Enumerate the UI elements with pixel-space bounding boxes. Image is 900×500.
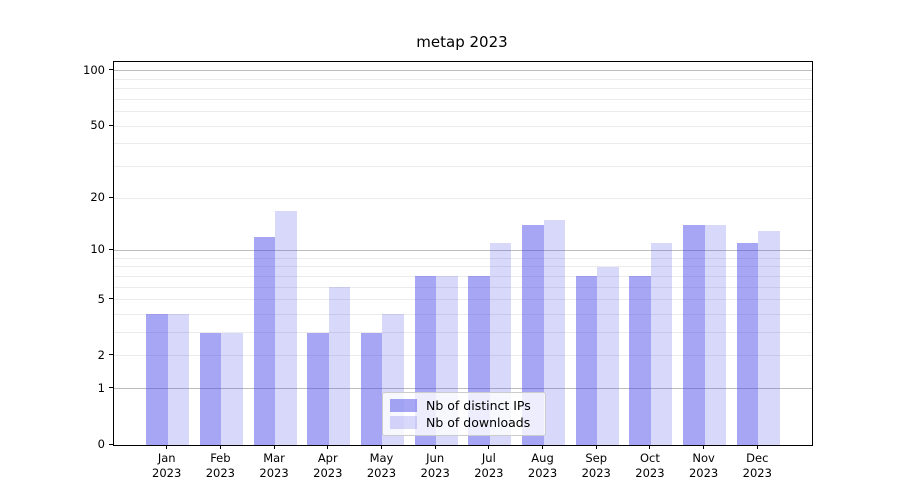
bar-distinct-ips-may — [360, 332, 383, 445]
gridline-minor — [114, 98, 812, 100]
x-tick-mark — [380, 445, 382, 449]
y-tick-label: 10 — [90, 242, 105, 257]
legend-swatch-downloads-icon — [390, 416, 417, 429]
y-tick-mark — [109, 69, 113, 71]
bar-downloads-aug — [543, 220, 566, 445]
gridline-minor — [114, 332, 812, 334]
x-tick-mark — [703, 445, 705, 449]
gridline-minor — [114, 257, 812, 259]
y-tick-mark — [109, 196, 113, 198]
gridline-minor — [114, 87, 812, 89]
x-tick-label: Jun 2023 — [420, 451, 450, 480]
bar-downloads-jan — [167, 314, 190, 445]
y-tick-label: 20 — [90, 190, 105, 204]
x-tick-label: Jul 2023 — [474, 451, 504, 480]
bar-distinct-ips-sep — [575, 276, 598, 445]
x-tick-mark — [327, 445, 329, 449]
gridline-minor — [114, 111, 812, 112]
legend-entry-downloads: Nb of downloads — [390, 415, 538, 430]
legend-entry-distinct-ips: Nb of distinct IPs — [390, 398, 538, 413]
legend-swatch-distinct-ips-icon — [390, 399, 417, 412]
x-tick-mark — [649, 445, 651, 449]
x-tick-mark — [488, 445, 490, 449]
x-tick-mark — [166, 445, 168, 449]
gridline-minor — [114, 286, 812, 288]
y-tick-label: 2 — [97, 347, 105, 362]
gridline-minor — [114, 165, 812, 167]
x-tick-label: Jan 2023 — [152, 451, 182, 480]
y-tick-label: 1 — [97, 380, 105, 395]
x-tick-label: Feb 2023 — [205, 451, 236, 480]
chart-title: metap 2023 — [416, 33, 508, 51]
bar-downloads-dec — [758, 230, 780, 445]
x-tick-mark — [434, 445, 436, 449]
bar-distinct-ips-nov — [683, 225, 705, 445]
x-tick-mark — [219, 445, 221, 449]
bar-downloads-feb — [221, 332, 243, 445]
bar-downloads-apr — [328, 287, 351, 445]
y-tick-mark — [109, 387, 113, 389]
y-tick-label: 5 — [97, 291, 105, 306]
x-tick-mark — [273, 445, 275, 449]
bar-distinct-ips-dec — [736, 243, 759, 445]
bar-distinct-ips-mar — [253, 236, 276, 445]
bar-downloads-sep — [597, 266, 619, 445]
y-tick-mark — [109, 443, 113, 445]
bar-distinct-ips-aug — [522, 225, 544, 445]
bar-distinct-ips-feb — [199, 332, 222, 445]
plot-area: Nb of distinct IPs Nb of downloads — [113, 61, 813, 446]
gridline-minor — [114, 266, 812, 268]
gridline-minor — [114, 313, 812, 315]
x-tick-label: Oct 2023 — [635, 451, 665, 480]
x-tick-label: Mar 2023 — [259, 451, 289, 480]
legend-label-distinct-ips: Nb of distinct IPs — [426, 398, 531, 413]
bar-downloads-mar — [275, 210, 297, 445]
x-tick-mark — [542, 445, 544, 449]
gridline-minor — [114, 197, 812, 199]
gridline-minor — [114, 355, 812, 357]
bar-downloads-nov — [704, 225, 727, 445]
bar-distinct-ips-jan — [146, 314, 168, 445]
y-tick-label: 0 — [97, 437, 105, 451]
gridline-minor — [114, 275, 812, 277]
x-tick-label: Sep 2023 — [581, 451, 611, 480]
legend: Nb of distinct IPs Nb of downloads — [382, 392, 546, 436]
gridline-minor — [114, 299, 812, 301]
y-tick-mark — [109, 248, 113, 250]
x-tick-mark — [756, 445, 758, 449]
y-tick-label: 50 — [90, 118, 105, 133]
gridline-major — [114, 249, 812, 251]
y-tick-mark — [109, 124, 113, 126]
gridline-major — [114, 70, 812, 72]
y-tick-mark — [109, 354, 113, 356]
y-tick-mark — [109, 298, 113, 300]
legend-label-downloads: Nb of downloads — [426, 415, 531, 430]
x-tick-label: Dec 2023 — [742, 451, 772, 480]
gridline-minor — [114, 78, 812, 80]
bar-distinct-ips-apr — [307, 332, 329, 445]
bar-distinct-ips-oct — [629, 276, 651, 445]
gridline-major — [114, 388, 812, 390]
x-tick-label: May 2023 — [366, 451, 397, 480]
gridline-minor — [114, 143, 812, 145]
x-tick-mark — [595, 445, 597, 449]
bar-downloads-oct — [650, 243, 673, 445]
x-tick-label: Nov 2023 — [688, 451, 719, 480]
x-tick-label: Aug 2023 — [527, 451, 558, 480]
y-tick-label: 100 — [83, 62, 105, 77]
gridline-minor — [114, 125, 812, 127]
x-tick-label: Apr 2023 — [313, 451, 343, 480]
